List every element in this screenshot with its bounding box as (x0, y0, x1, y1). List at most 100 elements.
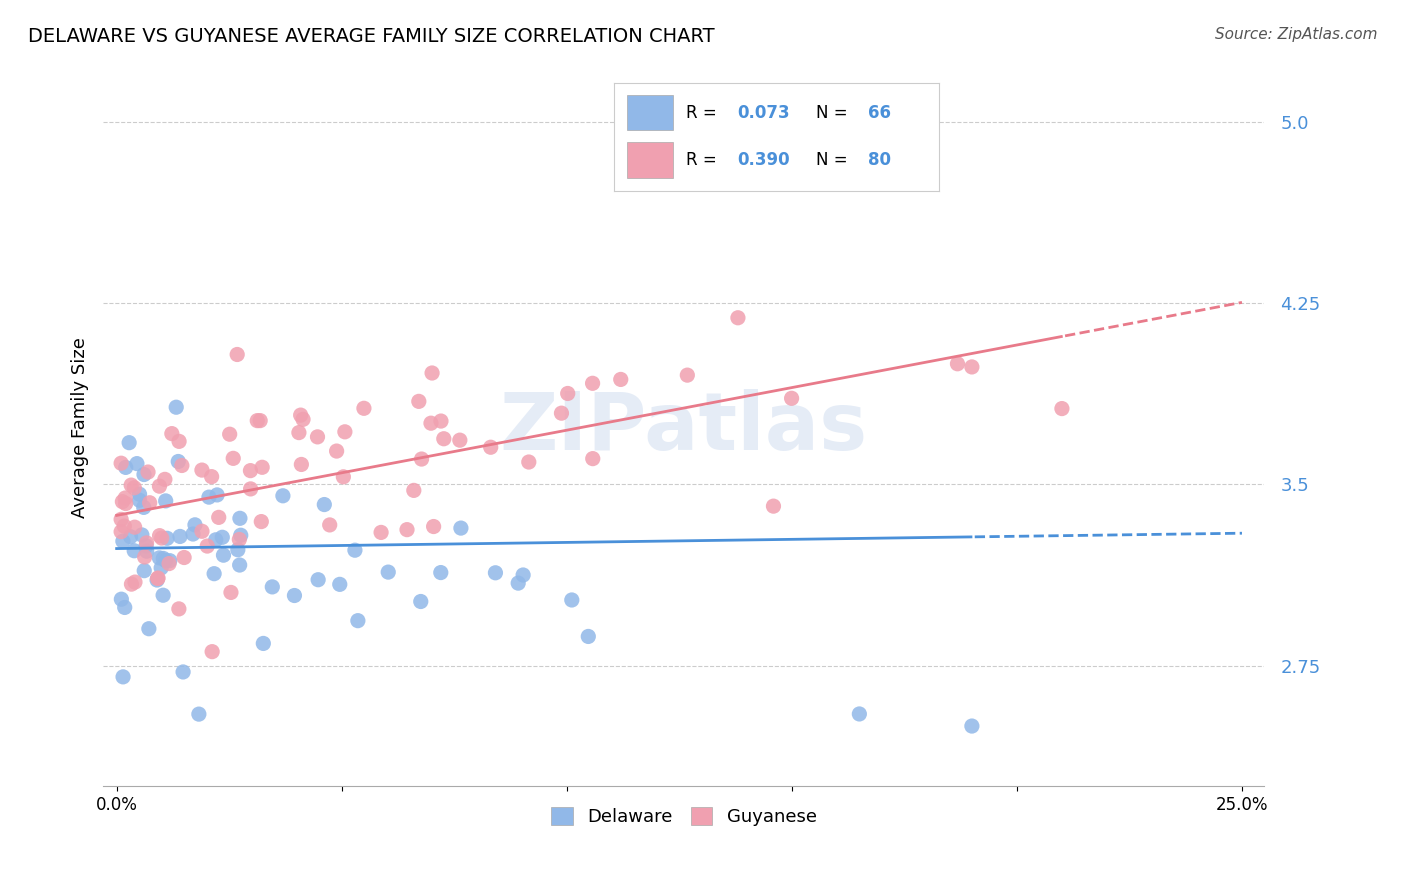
Point (307, 573, 329, 587)
Point (422, 519, 444, 533)
Point (329, 577, 352, 591)
Point (205, 488, 228, 502)
Point (960, 359, 983, 374)
Point (347, 614, 370, 628)
Point (128, 493, 150, 508)
Point (402, 483, 425, 498)
Point (191, 463, 214, 477)
Point (208, 510, 231, 524)
Point (430, 566, 453, 580)
Point (229, 511, 252, 525)
Point (204, 533, 226, 547)
Point (325, 444, 347, 458)
Point (111, 494, 134, 508)
Point (157, 557, 180, 571)
Point (198, 490, 221, 504)
Point (135, 544, 157, 558)
Point (146, 572, 169, 586)
Point (211, 530, 233, 544)
Point (409, 594, 432, 608)
Point (170, 458, 193, 473)
Point (252, 636, 274, 650)
Point (290, 458, 312, 472)
Y-axis label: Average Family Size: Average Family Size (72, 337, 89, 518)
Point (283, 589, 305, 603)
Point (159, 554, 181, 568)
Point (202, 566, 225, 581)
Point (508, 576, 530, 591)
Point (581, 376, 603, 391)
Point (131, 528, 153, 542)
Point (229, 528, 252, 542)
Point (318, 517, 340, 532)
Point (288, 425, 311, 440)
Point (408, 394, 430, 409)
Point (1050, 401, 1073, 416)
Point (150, 561, 173, 575)
Point (125, 457, 148, 471)
Point (228, 558, 250, 572)
Point (420, 366, 443, 380)
Point (292, 412, 315, 426)
Point (343, 543, 366, 558)
Point (576, 630, 599, 644)
Point (201, 645, 224, 659)
Point (184, 517, 207, 532)
Point (484, 566, 506, 580)
Point (582, 451, 605, 466)
Point (228, 533, 250, 547)
Point (512, 568, 534, 582)
Point (135, 536, 157, 550)
Point (124, 481, 146, 495)
Point (112, 519, 135, 533)
Point (155, 553, 177, 567)
Point (479, 440, 502, 454)
Point (167, 434, 190, 449)
Point (946, 357, 969, 371)
Point (152, 551, 174, 566)
Point (250, 515, 273, 529)
Point (676, 368, 699, 383)
Point (262, 580, 284, 594)
Text: ZIPatlas: ZIPatlas (499, 389, 868, 467)
Point (114, 460, 136, 475)
Point (181, 527, 204, 541)
Point (148, 529, 170, 543)
Point (150, 531, 173, 545)
Point (124, 520, 146, 534)
Point (212, 548, 235, 562)
Point (111, 534, 134, 549)
Point (762, 499, 785, 513)
Point (165, 401, 187, 415)
Point (118, 435, 141, 450)
Point (156, 531, 179, 545)
Point (727, 310, 749, 325)
Point (550, 406, 572, 420)
Point (122, 543, 145, 558)
Point (561, 593, 583, 607)
Point (124, 575, 146, 590)
Point (449, 433, 471, 447)
Point (960, 719, 983, 733)
Point (136, 465, 159, 479)
Point (169, 529, 191, 543)
Point (114, 600, 136, 615)
Point (110, 456, 132, 470)
Point (120, 530, 142, 544)
Point (218, 427, 240, 442)
Point (226, 542, 249, 557)
Point (173, 550, 195, 565)
Point (120, 478, 142, 492)
Point (114, 496, 136, 510)
Point (395, 523, 418, 537)
Point (411, 452, 433, 467)
Point (160, 426, 183, 441)
Point (146, 573, 169, 587)
Point (155, 494, 177, 508)
Point (138, 622, 160, 636)
Point (132, 467, 155, 482)
Point (609, 372, 631, 386)
Point (314, 498, 336, 512)
Point (848, 706, 870, 721)
Point (201, 469, 224, 483)
